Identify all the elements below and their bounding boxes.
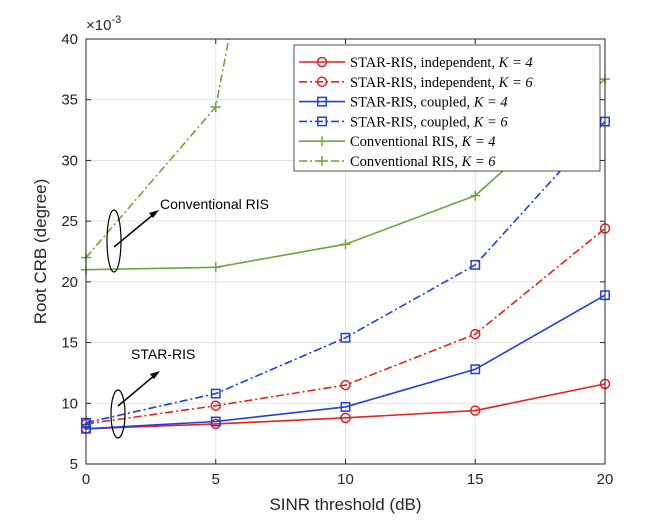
legend-entry: STAR-RIS, coupled, K = 4 [299,95,508,111]
conventional-ris-annotation: Conventional RIS [160,196,269,212]
data-point-plus [210,262,221,273]
data-point-square [340,332,351,343]
data-point-plus [340,239,351,250]
y-tick-label: 35 [61,92,78,109]
series-line [85,383,606,430]
legend-label-math: K = 4 [461,134,496,150]
legend-label-math: K = 4 [473,95,508,111]
y-exponent-power: -3 [111,14,121,26]
legend-entry: STAR-RIS, independent, K = 6 [299,75,533,91]
data-point-circle [340,412,351,424]
y-tick-label: 15 [61,335,78,352]
y-exponent-label: ×10-3 [86,14,121,34]
legend-label-math: K = 6 [473,114,509,130]
legend-label-text: Conventional RIS, [350,154,462,170]
x-axis-label: SINR threshold (dB) [269,495,421,514]
y-tick-label: 40 [61,31,78,48]
data-point-circle [470,328,481,340]
legend-label: STAR-RIS, independent, K = 4 [350,55,533,71]
y-tick-label: 25 [61,213,78,230]
x-tick-label: 20 [597,471,614,488]
y-tick-label: 5 [70,456,78,473]
legend-label-math: K = 6 [498,75,534,91]
data-point-circle [340,379,351,391]
x-tick-label: 5 [212,471,220,488]
data-point-plus [210,102,221,112]
conventional-ris-arrowhead [149,210,159,218]
series-layer [80,38,611,435]
legend-label: Conventional RIS, K = 4 [350,134,496,150]
legend-label: Conventional RIS, K = 6 [350,154,496,170]
legend-entry: Conventional RIS, K = 4 [299,134,496,150]
conventional-ris-arrow [113,213,155,248]
y-axis-label: Root CRB (degree) [31,179,50,325]
legend-entry: STAR-RIS, coupled, K = 6 [299,114,508,130]
data-point-plus [317,156,327,166]
x-tick-label: 10 [337,471,354,488]
x-tick-label: 15 [467,471,484,488]
annotations: Conventional RIS STAR-RIS [106,196,269,439]
legend-entry: Conventional RIS, K = 6 [299,154,496,170]
data-point-plus [317,136,327,147]
legend-label-math: K = 6 [461,154,497,170]
series-line [85,294,606,430]
data-point-square [210,388,221,399]
x-tick-label: 0 [82,471,90,488]
legend-label-text: STAR-RIS, coupled, [350,114,474,130]
series-5 [81,38,230,263]
data-point-square [317,116,327,127]
legend-label-math: K = 4 [498,55,533,71]
star-ris-arrowhead [150,371,160,379]
data-point-square [470,259,481,270]
data-point-circle [470,405,481,416]
data-point-circle [210,400,221,411]
y-tick-label: 10 [61,395,78,412]
star-ris-arrow [117,374,156,407]
data-point-circle [316,76,328,88]
legend-entry: STAR-RIS, independent, K = 4 [299,55,533,71]
y-tick-label: 20 [61,274,78,291]
data-point-square [340,401,351,412]
legend-label: STAR-RIS, independent, K = 6 [350,75,533,91]
legend-label-text: STAR-RIS, coupled, [350,95,474,111]
legend-label-text: STAR-RIS, independent, [350,75,499,91]
legend-box [293,44,601,172]
star-ris-ellipse [110,389,126,439]
legend-label-text: Conventional RIS, [350,134,462,150]
data-point-square [210,416,221,427]
data-point-square [470,364,481,375]
series-line [85,227,606,425]
data-point-square [317,96,327,107]
star-ris-annotation: STAR-RIS [131,346,195,362]
series-line [85,121,606,424]
legend-label: STAR-RIS, coupled, K = 6 [350,114,508,130]
data-point-plus [470,190,481,201]
legend-label: STAR-RIS, coupled, K = 4 [350,95,508,111]
y-tick-label: 30 [61,152,78,169]
legend-label-text: STAR-RIS, independent, [350,55,499,71]
data-point-circle [316,56,328,68]
series-3 [81,116,610,428]
